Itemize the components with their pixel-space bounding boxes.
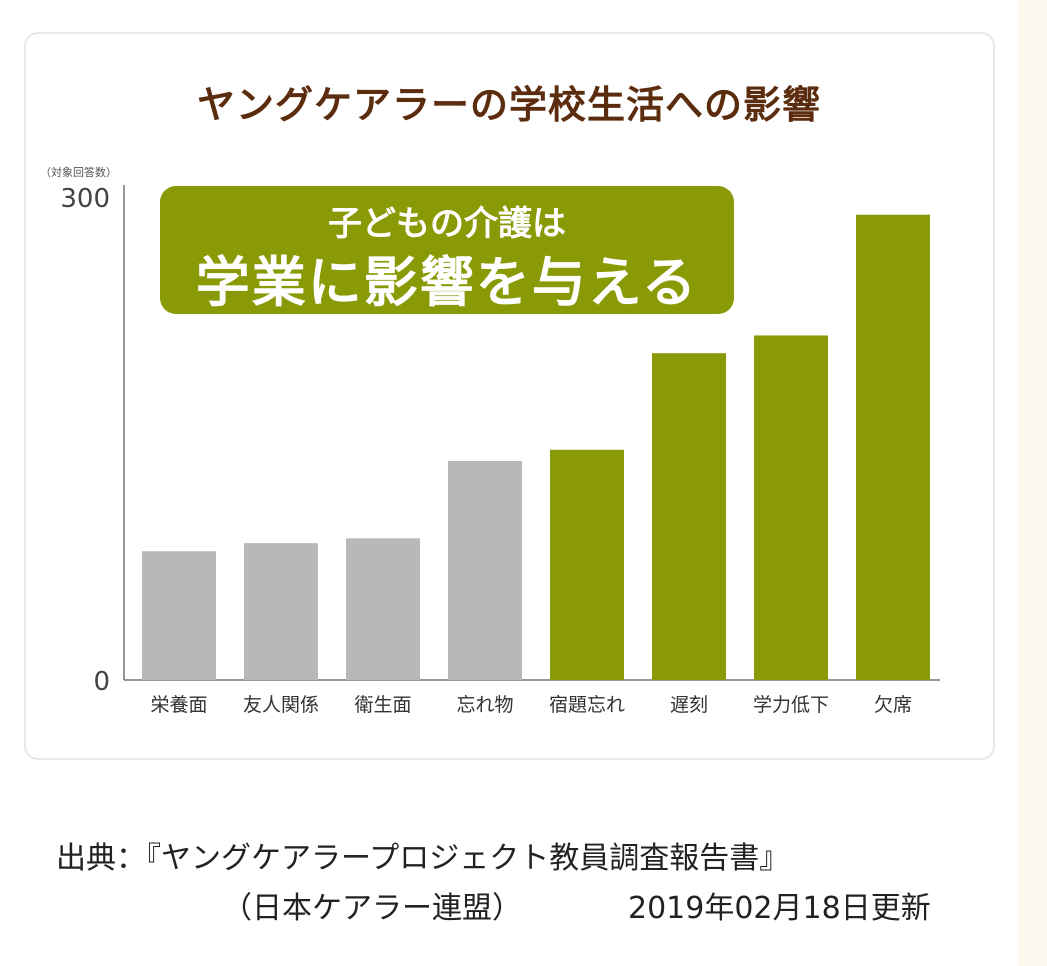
- y-axis-unit-label: （対象回答数）: [40, 166, 117, 179]
- bar-2: [244, 543, 318, 680]
- bar-5: [550, 449, 624, 680]
- annotation-line-2: 学業に影響を与える: [195, 251, 699, 314]
- x-tick-label: 衛生面: [354, 694, 411, 716]
- x-tick-label: 学力低下: [753, 694, 829, 716]
- bar-4: [448, 461, 522, 680]
- x-tick-label: 欠席: [874, 694, 912, 716]
- annotation-line-1: 子どもの介護は: [328, 204, 566, 244]
- x-tick-label: 宿題忘れ: [549, 694, 625, 716]
- bar-6: [652, 353, 726, 680]
- bar-7: [754, 335, 828, 680]
- bar-3: [346, 538, 420, 680]
- x-tick-label: 忘れ物: [456, 694, 513, 716]
- x-tick-label: 遅刻: [670, 694, 708, 716]
- source-organization: （日本ケアラー連盟）: [222, 891, 522, 926]
- annotation-callout: 子どもの介護は 学業に影響を与える: [160, 186, 734, 314]
- x-tick-label: 友人関係: [243, 694, 319, 716]
- bar-1: [142, 551, 216, 680]
- x-tick-label: 栄養面: [150, 694, 207, 716]
- source-citation: 出典：『ヤングケアラープロジェクト教員調査報告書』: [56, 841, 790, 876]
- chart-title: ヤングケアラーの学校生活への影響: [196, 83, 821, 127]
- bar-chart: 0 300 栄養面 友人関係 衛生面 忘れ物 宿題忘れ 遅刻 学力低下 欠席: [60, 184, 940, 716]
- page-side-strip: [1018, 0, 1047, 966]
- y-tick-label: 0: [93, 667, 110, 697]
- bar-8: [856, 214, 930, 680]
- source-update-date: 2019年02月18日更新: [628, 891, 931, 926]
- y-tick-label: 300: [60, 184, 110, 214]
